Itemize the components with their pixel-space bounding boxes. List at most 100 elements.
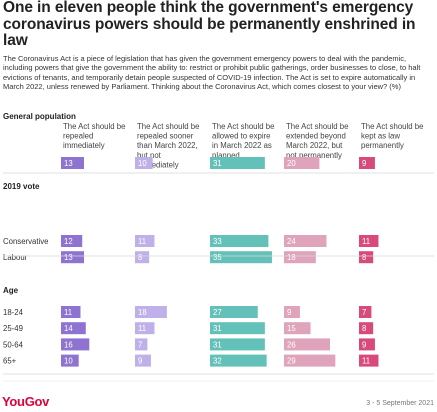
data-label-3-2-5: 8	[362, 324, 366, 333]
data-label-3-3-1: 16	[64, 340, 73, 349]
data-label-3-3-4: 26	[287, 340, 296, 349]
row-label-3-3: 50-64	[3, 340, 24, 349]
data-label-3-1-1: 11	[64, 308, 72, 317]
bar-2-1-1	[61, 235, 83, 247]
bar-2-2-2	[135, 251, 150, 264]
legend-header-1-line-3: immediately	[63, 141, 105, 150]
data-label-1-1-5: 9	[362, 159, 366, 168]
chart-title: One in eleven people think the governmen…	[3, 0, 416, 49]
bar-2-1-2	[135, 235, 155, 247]
legend-header-2-line-5: immediately	[137, 160, 179, 169]
group-title-3: Age	[3, 286, 19, 295]
bar-3-1-4	[284, 306, 300, 318]
legend-header-1-line-1: The Act should be	[63, 122, 125, 131]
legend-header-5-line-2: kept as law	[361, 132, 400, 141]
legend-header-3-line-2: allowed to expire	[212, 132, 271, 141]
legend-header-5-line-3: permanently	[361, 141, 404, 150]
fieldwork-date: 3 - 5 September 2021	[366, 400, 434, 407]
data-label-3-2-3: 31	[213, 324, 222, 333]
chart-subtitle: The Coronavirus Act is a piece of legisl…	[3, 54, 421, 92]
legend-header-4-line-1: The Act should be	[286, 122, 348, 131]
bar-1-1-1	[61, 157, 85, 169]
bar-2-2-5	[359, 251, 374, 264]
bar-3-1-2	[135, 306, 167, 318]
bar-3-2-5	[359, 322, 374, 335]
bar-2-1-5	[359, 235, 379, 247]
data-label-2-1-4: 24	[287, 237, 296, 246]
data-label-3-1-3: 27	[213, 308, 222, 317]
data-label-3-1-2: 18	[138, 308, 147, 317]
data-label-2-1-1: 12	[64, 237, 73, 246]
group-title-1: General population	[3, 112, 76, 121]
bar-3-3-4	[284, 338, 331, 351]
legend-header-3-line-1: The Act should be	[212, 122, 274, 131]
bar-2-2-4	[284, 251, 316, 264]
data-label-2-2-1: 13	[64, 253, 73, 262]
data-label-3-4-4: 29	[287, 357, 296, 366]
data-label-1-1-3: 31	[213, 159, 222, 168]
bar-3-2-4	[284, 322, 311, 335]
data-label-2-2-4: 18	[287, 253, 296, 262]
legend-header-5-line-1: The Act should be	[361, 122, 423, 131]
row-label-3-4: 65+	[3, 357, 17, 366]
data-label-1-1-1: 13	[64, 159, 73, 168]
bar-3-4-4	[284, 354, 336, 367]
row-label-3-2: 25-49	[3, 324, 23, 333]
bar-3-3-1	[61, 338, 90, 351]
bar-3-2-2	[135, 322, 155, 335]
data-label-2-2-3: 35	[213, 253, 222, 262]
yougov-logo: YouGov	[2, 394, 50, 409]
bar-3-3-5	[359, 338, 375, 351]
bar-3-1-3	[210, 306, 258, 318]
data-label-3-3-2: 7	[138, 340, 142, 349]
data-label-1-1-4: 20	[287, 159, 296, 168]
bar-3-1-5	[359, 306, 372, 318]
data-label-3-1-5: 7	[362, 308, 366, 317]
data-label-3-2-4: 15	[287, 324, 296, 333]
bar-3-4-1	[61, 354, 79, 367]
data-label-2-1-2: 11	[138, 237, 146, 246]
bar-2-2-3	[210, 251, 272, 264]
bar-3-3-3	[210, 338, 265, 351]
legend-header-4-line-2: extended beyond	[286, 132, 346, 141]
data-label-2-1-3: 33	[213, 237, 222, 246]
data-label-3-3-5: 9	[362, 340, 366, 349]
data-label-3-4-5: 11	[362, 357, 370, 366]
data-label-3-4-1: 10	[64, 357, 73, 366]
bar-2-2-1	[61, 251, 85, 264]
data-label-3-2-2: 11	[138, 324, 146, 333]
data-label-2-1-5: 11	[362, 237, 370, 246]
legend-header-4-line-4: not permanently	[286, 151, 342, 160]
legend-header-1-line-2: repealed	[63, 132, 93, 141]
bar-3-2-3	[210, 322, 265, 335]
bar-3-4-3	[210, 354, 267, 367]
legend-header-4-line-3: March 2022, but	[286, 141, 343, 150]
bar-2-1-4	[284, 235, 327, 247]
data-label-2-2-5: 8	[362, 253, 366, 262]
row-label-3-1: 18-24	[3, 308, 24, 317]
row-label-2-1: Conservative	[3, 237, 49, 246]
bar-1-1-4	[284, 157, 320, 169]
data-label-3-2-1: 14	[64, 324, 73, 333]
bar-3-1-1	[61, 306, 81, 318]
data-label-3-1-4: 9	[287, 308, 291, 317]
bar-1-1-2	[135, 157, 153, 169]
bar-3-4-2	[135, 354, 151, 367]
bar-1-1-3	[210, 157, 265, 169]
legend-header-3-line-4: planned	[212, 151, 240, 160]
data-label-3-4-3: 32	[213, 357, 222, 366]
legend-header-2-line-4: but not	[137, 151, 162, 160]
group-title-2: 2019 vote	[3, 182, 40, 191]
bar-3-4-5	[359, 354, 379, 367]
data-label-2-2-2: 8	[138, 253, 142, 262]
row-label-2-2: Labour	[3, 253, 28, 262]
legend-header-3-line-3: in March 2022 as	[212, 141, 272, 150]
data-label-3-3-3: 31	[213, 340, 222, 349]
legend-header-2-line-3: than March 2022,	[137, 141, 198, 150]
bar-2-1-3	[210, 235, 269, 247]
data-label-1-1-2: 10	[138, 159, 147, 168]
legend-header-2-line-2: repealed sooner	[137, 132, 194, 141]
bar-3-3-2	[135, 338, 148, 351]
bar-1-1-5	[359, 157, 375, 169]
